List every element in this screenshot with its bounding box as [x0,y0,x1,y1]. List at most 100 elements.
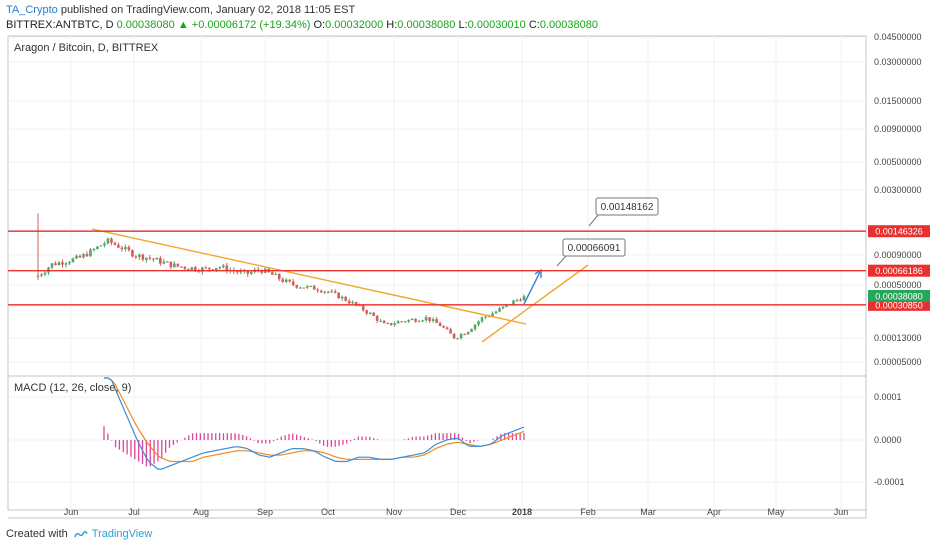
candle-body [421,320,424,322]
callout-lower-text: 0.00066091 [568,243,621,254]
price-tick-label: 0.00300000 [874,185,922,195]
candle-body [208,267,211,270]
candle-body [512,300,515,305]
descending-trendline [91,228,527,325]
candle-body [281,279,285,282]
candle-body [155,258,159,260]
candle-body [407,319,410,322]
candle-body [389,323,393,326]
tradingview-logo-icon [73,530,88,537]
candle-body [222,265,225,268]
time-tick-label: Jul [128,507,140,517]
candle-body [403,321,407,323]
candle-body [141,254,145,260]
candle-body [354,302,358,305]
time-tick-label: Nov [386,507,403,517]
price-tick-label: 0.00900000 [874,124,922,134]
candle-body [365,310,368,314]
time-tick-label: Aug [193,507,209,517]
candle-body [225,265,229,272]
publish-text: published on TradingView.com, January 02… [57,4,356,16]
candle-body [64,263,68,265]
candle-body [127,247,131,251]
high-label: H: [386,19,398,31]
candle-body [166,261,169,263]
candle-body [459,334,463,339]
macd-tick-label: 0.0000 [874,435,902,445]
candle-body [417,321,421,323]
candle-body [173,263,176,268]
price-tick-labels: 0.04500000 0.03000000 0.01500000 0.00900000… [874,32,922,487]
candle-body [386,323,389,325]
candle-body [410,319,414,321]
candle-body [519,299,522,301]
candle-body [134,256,138,258]
grid-lines [8,36,866,510]
close-value: 0.00038080 [539,19,598,31]
candle-body [375,315,379,321]
change-text: +0.00006172 (+19.34%) [191,19,311,31]
footer: Created with TradingView [6,528,152,540]
price-tick-label: 0.00005000 [874,357,922,367]
candle-body [445,327,449,330]
candle-body [218,267,222,269]
level-price-label: 0.00030850 [875,300,923,310]
candle-body [284,279,288,282]
candle-body [277,273,281,280]
time-tick-label: Oct [321,507,336,517]
candle-body [204,267,208,269]
tradingview-link[interactable]: TradingView [91,528,153,540]
candle-body [162,261,166,264]
macd-pane-frame [7,375,867,511]
symbol-label: BITTREX:ANTBTC, D [6,19,114,31]
candle-body [323,291,327,293]
candle-body [246,270,250,274]
candle-body [344,296,347,301]
candle-body [368,312,372,314]
candle-body [452,333,456,339]
candle-body [501,306,505,309]
price-tick-label: 0.00090000 [874,250,922,260]
candle-body [68,262,71,264]
candle-body [400,321,403,323]
candle-body [270,272,274,275]
candle-body [312,285,316,290]
candle-body [522,296,526,301]
candle-body [340,296,344,299]
candle-body [372,312,375,316]
publish-info: TA_Crypto published on TradingView.com, … [6,4,355,16]
chart-title: Aragon / Bitcoin, D, BITTREX [14,42,159,54]
candle-body [494,311,498,314]
time-tick-label: Mar [640,507,656,517]
candle-body [515,299,519,301]
candle-body [361,305,365,311]
candle-body [113,242,117,245]
level-price-tag [868,225,930,238]
candle-body [466,331,470,335]
candle-body [43,272,47,275]
candle-body [169,261,173,268]
candle-body [351,302,354,304]
candle-body [159,258,162,264]
candle-body [85,254,89,257]
low-value: 0.00030010 [467,19,526,31]
candle-body [187,268,190,270]
candle-body [470,329,473,332]
candle-body [239,271,243,273]
candle-body [36,275,40,277]
macd-tick-label: -0.0001 [874,477,905,487]
candle-body [78,255,82,258]
price-tick-label: 0.00013000 [874,333,922,343]
candle-body [117,244,120,248]
macd-line [104,377,525,470]
candle-body [305,286,309,288]
candle-body [190,267,194,270]
candle-body [337,292,340,299]
candle-body [309,285,313,287]
candle-body [148,257,152,259]
candle-body [131,250,134,257]
level-price-label: 0.00146326 [875,227,923,237]
candle-body [106,238,110,244]
author-link[interactable]: TA_Crypto [6,4,58,16]
